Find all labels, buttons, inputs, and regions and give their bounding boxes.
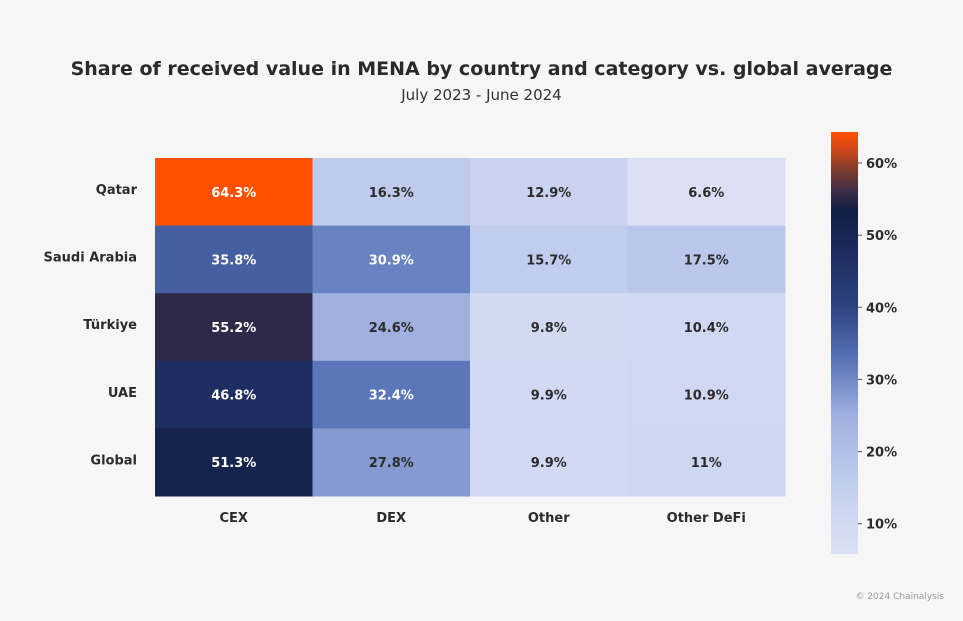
cell-value-label: 46.8%: [211, 389, 256, 404]
cell-value-label: 30.9%: [369, 253, 414, 268]
heatmap-cell: [155, 293, 313, 362]
cell-value-label: 12.9%: [526, 186, 571, 201]
cell-value-label: 17.5%: [684, 253, 729, 268]
cell-value-label: 6.6%: [688, 186, 724, 201]
colorbar-tick-label: 50%: [866, 229, 897, 244]
heatmap-cell: [155, 428, 313, 497]
heatmap-cell: [312, 428, 471, 497]
heatmap-cells: 64.3% 16.3% 12.9% 6.6% 35.8% 30.9% 15.7% 17.5% 5…: [155, 158, 786, 497]
row-label: Türkiye: [83, 318, 137, 333]
colorbar-tick-label: 30%: [866, 373, 897, 388]
heatmap-cell: [627, 428, 786, 497]
column-label: CEX: [220, 511, 248, 526]
cell-value-label: 9.8%: [531, 321, 567, 336]
heatmap-cell: [312, 225, 471, 294]
colorbar-tick-label: 20%: [866, 446, 897, 461]
chart-subtitle: July 2023 - June 2024: [401, 86, 562, 104]
cell-value-label: 27.8%: [369, 456, 414, 471]
row-labels: Qatar Saudi Arabia Türkiye UAE Global: [44, 183, 138, 468]
copyright-notice: © 2024 Chainalysis: [855, 592, 944, 602]
cell-value-label: 9.9%: [531, 389, 567, 404]
heatmap-cell: [470, 225, 628, 294]
cell-value-label: 11%: [691, 456, 722, 471]
column-labels: CEX DEX Other Other DeFi: [220, 511, 746, 526]
cell-value-label: 10.9%: [684, 389, 729, 404]
cell-value-label: 55.2%: [211, 321, 256, 336]
row-label: Qatar: [96, 183, 138, 198]
column-label: DEX: [376, 511, 406, 526]
colorbar-tick-label: 10%: [866, 518, 897, 533]
cell-value-label: 9.9%: [531, 456, 567, 471]
heatmap-cell: [470, 293, 628, 362]
colorbar: [831, 132, 858, 554]
cell-value-label: 64.3%: [211, 186, 256, 201]
cell-value-label: 15.7%: [526, 253, 571, 268]
cell-value-label: 51.3%: [211, 456, 256, 471]
row-label: UAE: [108, 386, 137, 401]
heatmap-cell: [155, 360, 313, 429]
column-label: Other: [528, 511, 570, 526]
heatmap-cell: [470, 360, 628, 429]
cell-value-label: 32.4%: [369, 389, 414, 404]
heatmap-cell: [155, 158, 313, 227]
cell-value-label: 35.8%: [211, 253, 256, 268]
row-label: Global: [90, 453, 137, 468]
heatmap-cell: [627, 293, 786, 362]
chart-title: Share of received value in MENA by count…: [70, 58, 893, 80]
cell-value-label: 24.6%: [369, 321, 414, 336]
cell-value-label: 16.3%: [369, 186, 414, 201]
heatmap-cell: [627, 225, 786, 294]
heatmap-cell: [470, 158, 628, 227]
heatmap-cell: [312, 158, 471, 227]
column-label: Other DeFi: [667, 511, 746, 526]
colorbar-tick-label: 40%: [866, 301, 897, 316]
cell-value-label: 10.4%: [684, 321, 729, 336]
row-label: Saudi Arabia: [44, 251, 137, 266]
heatmap-cell: [312, 360, 471, 429]
heatmap-cell: [312, 293, 471, 362]
heatmap-cell: [155, 225, 313, 294]
colorbar-ticks: 10% 20% 30% 40% 50% 60%: [858, 157, 897, 533]
heatmap-cell: [627, 360, 786, 429]
heatmap-cell: [470, 428, 628, 497]
colorbar-tick-label: 60%: [866, 157, 897, 172]
heatmap-cell: [627, 158, 786, 227]
